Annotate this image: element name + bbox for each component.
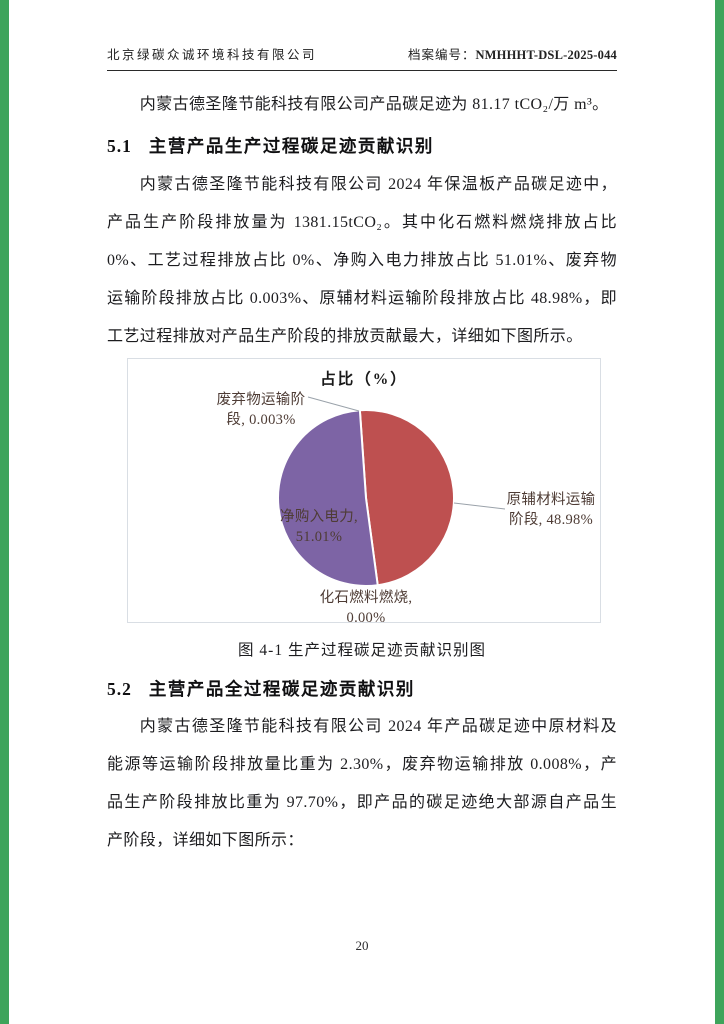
section-number: 5.1	[107, 136, 132, 156]
pie-label-waste-transport: 废弃物运输阶 段, 0.003%	[166, 390, 356, 430]
file-number-value: NMHHHT-DSL-2025-044	[475, 48, 617, 62]
page-number: 20	[355, 938, 369, 953]
pie-slice-purchased-electricity	[277, 409, 379, 587]
pie-label-line: 废弃物运输阶	[216, 392, 306, 408]
paragraph-line: 内蒙古德圣隆节能科技有限公司产品碳足迹为 81.17 tCO₂/万 m³。	[139, 96, 609, 113]
section-5-1-paragraph: 内蒙古德圣隆节能科技有限公司 2024 年保温板产品碳足迹中， 产品生产阶段排放…	[107, 166, 617, 356]
pie-label-fossil-fuel: 化石燃料燃烧, 0.00%	[271, 588, 461, 628]
pie-label-line: 原辅材料运输	[506, 492, 596, 508]
figure-caption: 图 4-1 生产过程碳足迹贡献识别图	[238, 642, 486, 659]
leader-line-waste-transport	[307, 396, 360, 412]
section-number: 5.2	[107, 679, 132, 699]
file-number-label: 档案编号：	[407, 48, 476, 62]
header-file-number-group: 档案编号：NMHHHT-DSL-2025-044	[408, 44, 617, 63]
pie-slice-raw-material-transport	[358, 409, 455, 587]
green-edge-left	[0, 0, 9, 1024]
section-5-2-heading: 5.2 主营产品全过程碳足迹贡献识别	[107, 676, 617, 701]
pie-label-line: 51.01%	[295, 529, 343, 545]
paragraph-line: 运输阶段排放占比 0.003%、原辅材料运输阶段排放占比 48.98%，即	[107, 290, 617, 307]
paragraph-line: 产阶段，详细如下图所示：	[107, 832, 304, 849]
pie-label-line: 化石燃料燃烧,	[319, 590, 413, 606]
pie-label-line: 段, 0.003%	[226, 412, 296, 428]
leader-line-raw-material	[453, 502, 506, 510]
paragraph-line: 产品生产阶段排放量为 1381.15tCO₂。其中化石燃料燃烧排放占比	[107, 214, 617, 231]
intro-paragraph: 内蒙古德圣隆节能科技有限公司产品碳足迹为 81.17 tCO₂/万 m³。	[107, 86, 617, 124]
pie-label-line: 阶段, 48.98%	[509, 512, 593, 528]
pie-label-line: 净购入电力,	[280, 509, 358, 525]
section-title: 主营产品生产过程碳足迹贡献识别	[148, 136, 434, 156]
paragraph-line: 工艺过程排放对产品生产阶段的排放贡献最大，详细如下图所示。	[107, 328, 583, 345]
page-header: 北京绿碳众诚环境科技有限公司 档案编号：NMHHHT-DSL-2025-044	[107, 44, 617, 63]
paragraph-line: 0%、工艺过程排放占比 0%、净购入电力排放占比 51.01%、废弃物	[107, 252, 617, 269]
green-edge-right	[715, 0, 724, 1024]
pie-label-electricity: 净购入电力, 51.01%	[224, 507, 414, 547]
pie-label-line: 0.00%	[346, 610, 386, 626]
header-divider	[107, 70, 617, 71]
section-title: 主营产品全过程碳足迹贡献识别	[148, 679, 415, 699]
section-5-2-paragraph: 内蒙古德圣隆节能科技有限公司 2024 年产品碳足迹中原材料及 能源等运输阶段排…	[107, 708, 617, 860]
paragraph-line: 能源等运输阶段排放量比重为 2.30%，废弃物运输排放 0.008%，产	[107, 756, 617, 773]
paragraph-line: 品生产阶段排放比重为 97.70%，即产品的碳足迹绝大部源自产品生	[107, 794, 617, 811]
pie-label-raw-material: 原辅材料运输 阶段, 48.98%	[456, 490, 646, 530]
paragraph-line: 内蒙古德圣隆节能科技有限公司 2024 年产品碳足迹中原材料及	[139, 718, 617, 735]
header-company-name: 北京绿碳众诚环境科技有限公司	[107, 48, 318, 62]
chart-title: 占比（%）	[320, 371, 408, 388]
pie-chart-canvas	[277, 396, 506, 587]
paragraph-line: 内蒙古德圣隆节能科技有限公司 2024 年保温板产品碳足迹中，	[139, 176, 617, 193]
pie-chart-figure: 占比（%） 废弃物运输阶 段, 0.003% 原辅材料运输 阶段, 48.98%…	[127, 358, 601, 626]
section-5-1-heading: 5.1 主营产品生产过程碳足迹贡献识别	[107, 133, 617, 158]
